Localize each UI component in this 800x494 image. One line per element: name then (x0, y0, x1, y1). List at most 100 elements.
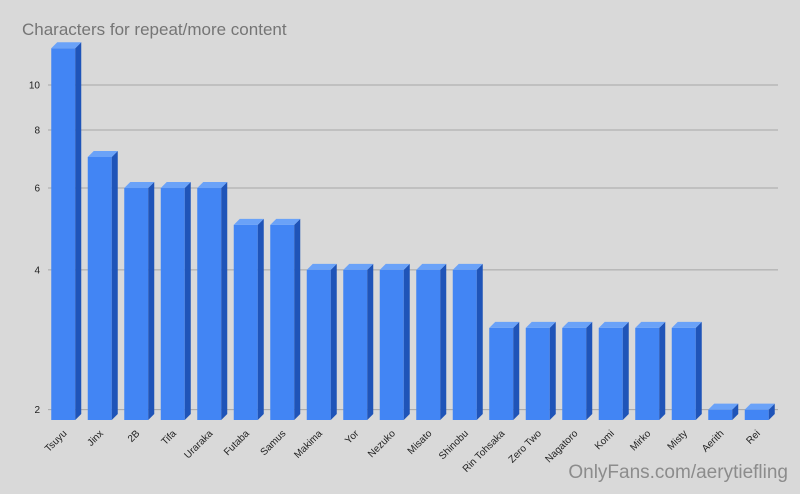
bar-side (732, 403, 739, 420)
bar-front (343, 269, 368, 420)
bar-front (489, 327, 514, 420)
bar (525, 321, 556, 420)
x-tick-label: Misato (406, 428, 435, 457)
bar-front (160, 188, 185, 420)
bar (197, 182, 228, 420)
bar (489, 321, 520, 420)
bar-side (403, 263, 410, 420)
bar-top (635, 321, 666, 328)
bar-side (148, 182, 155, 420)
bar-side (184, 182, 191, 420)
bar-top (124, 182, 155, 189)
bar (416, 263, 447, 420)
x-tick-label: Rei (744, 428, 762, 446)
bar (343, 263, 374, 420)
bar-top (744, 403, 775, 410)
watermark: OnlyFans.com/aerytiefling (568, 462, 788, 483)
bar-front (306, 269, 331, 420)
bar-top (416, 263, 447, 270)
bar (452, 263, 483, 420)
bar-top (233, 218, 264, 225)
bar (124, 182, 155, 420)
bars (51, 42, 775, 420)
bar-front (379, 269, 404, 420)
bar-side (768, 403, 775, 420)
bar-side (330, 263, 337, 420)
bar-top (562, 321, 593, 328)
bar (87, 150, 118, 420)
x-tick-label: Yor (343, 428, 362, 447)
bar-front (708, 409, 733, 420)
x-tick-label: Zero Two (507, 428, 544, 465)
gridlines (48, 84, 778, 411)
bar (51, 42, 82, 420)
x-tick-label: Uraraka (182, 428, 215, 461)
bar-front (197, 188, 222, 420)
bar-front (562, 327, 587, 420)
bar-front (87, 156, 112, 420)
x-tick-label: Shinobu (437, 428, 471, 462)
x-tick-label: Tifa (160, 428, 180, 448)
bar (160, 182, 191, 420)
bar (744, 403, 775, 420)
bar-side (513, 321, 520, 420)
bar-top (306, 263, 337, 270)
bar-side (476, 263, 483, 420)
bar-top (197, 182, 228, 189)
bar (635, 321, 666, 420)
bar-top (270, 218, 301, 225)
bar-side (695, 321, 702, 420)
x-tick-label: Samus (259, 428, 289, 458)
bar-front (270, 224, 295, 420)
bar (233, 218, 264, 420)
bar-side (257, 218, 264, 420)
bar-top (87, 150, 118, 157)
bar-top (671, 321, 702, 328)
bar-top (160, 182, 191, 189)
bar-side (221, 182, 228, 420)
bar (562, 321, 593, 420)
bar-side (75, 42, 82, 420)
bar-side (659, 321, 666, 420)
x-tick-label: Nezuko (366, 428, 398, 460)
x-tick-label: Jinx (86, 428, 106, 448)
bar-front (416, 269, 441, 420)
bar-top (452, 263, 483, 270)
bar-side (367, 263, 374, 420)
bar-front (124, 188, 149, 420)
y-tick-label: 6 (34, 184, 40, 195)
bar-front (598, 327, 623, 420)
bar-top (708, 403, 739, 410)
bar-front (452, 269, 477, 420)
bar-top (525, 321, 556, 328)
bar (598, 321, 629, 420)
x-tick-label: Futaba (222, 428, 252, 458)
bar-front (671, 327, 696, 420)
bar (270, 218, 301, 420)
y-axis-ticks: 2 4 6 8 10 (29, 81, 41, 417)
chart-title: Characters for repeat/more content (22, 20, 287, 39)
x-tick-label: Nagatoro (544, 428, 581, 465)
bar-front (233, 224, 258, 420)
bar (306, 263, 337, 420)
bar-top (379, 263, 410, 270)
bar-side (294, 218, 301, 420)
y-tick-label: 4 (34, 265, 40, 276)
bar-side (549, 321, 556, 420)
x-tick-label: Aerith (700, 428, 726, 454)
y-tick-label: 2 (34, 405, 40, 416)
bar-front (635, 327, 660, 420)
bar-side (586, 321, 593, 420)
x-tick-label: Mirko (628, 428, 653, 453)
bar (379, 263, 410, 420)
bar-top (343, 263, 374, 270)
x-tick-label: Komi (593, 428, 617, 452)
bar-side (111, 150, 118, 420)
bar (708, 403, 739, 420)
bar-front (744, 409, 769, 420)
x-tick-label: 2B (126, 428, 143, 445)
bar-top (489, 321, 520, 328)
y-tick-label: 10 (29, 81, 41, 92)
bar-top (51, 42, 82, 49)
